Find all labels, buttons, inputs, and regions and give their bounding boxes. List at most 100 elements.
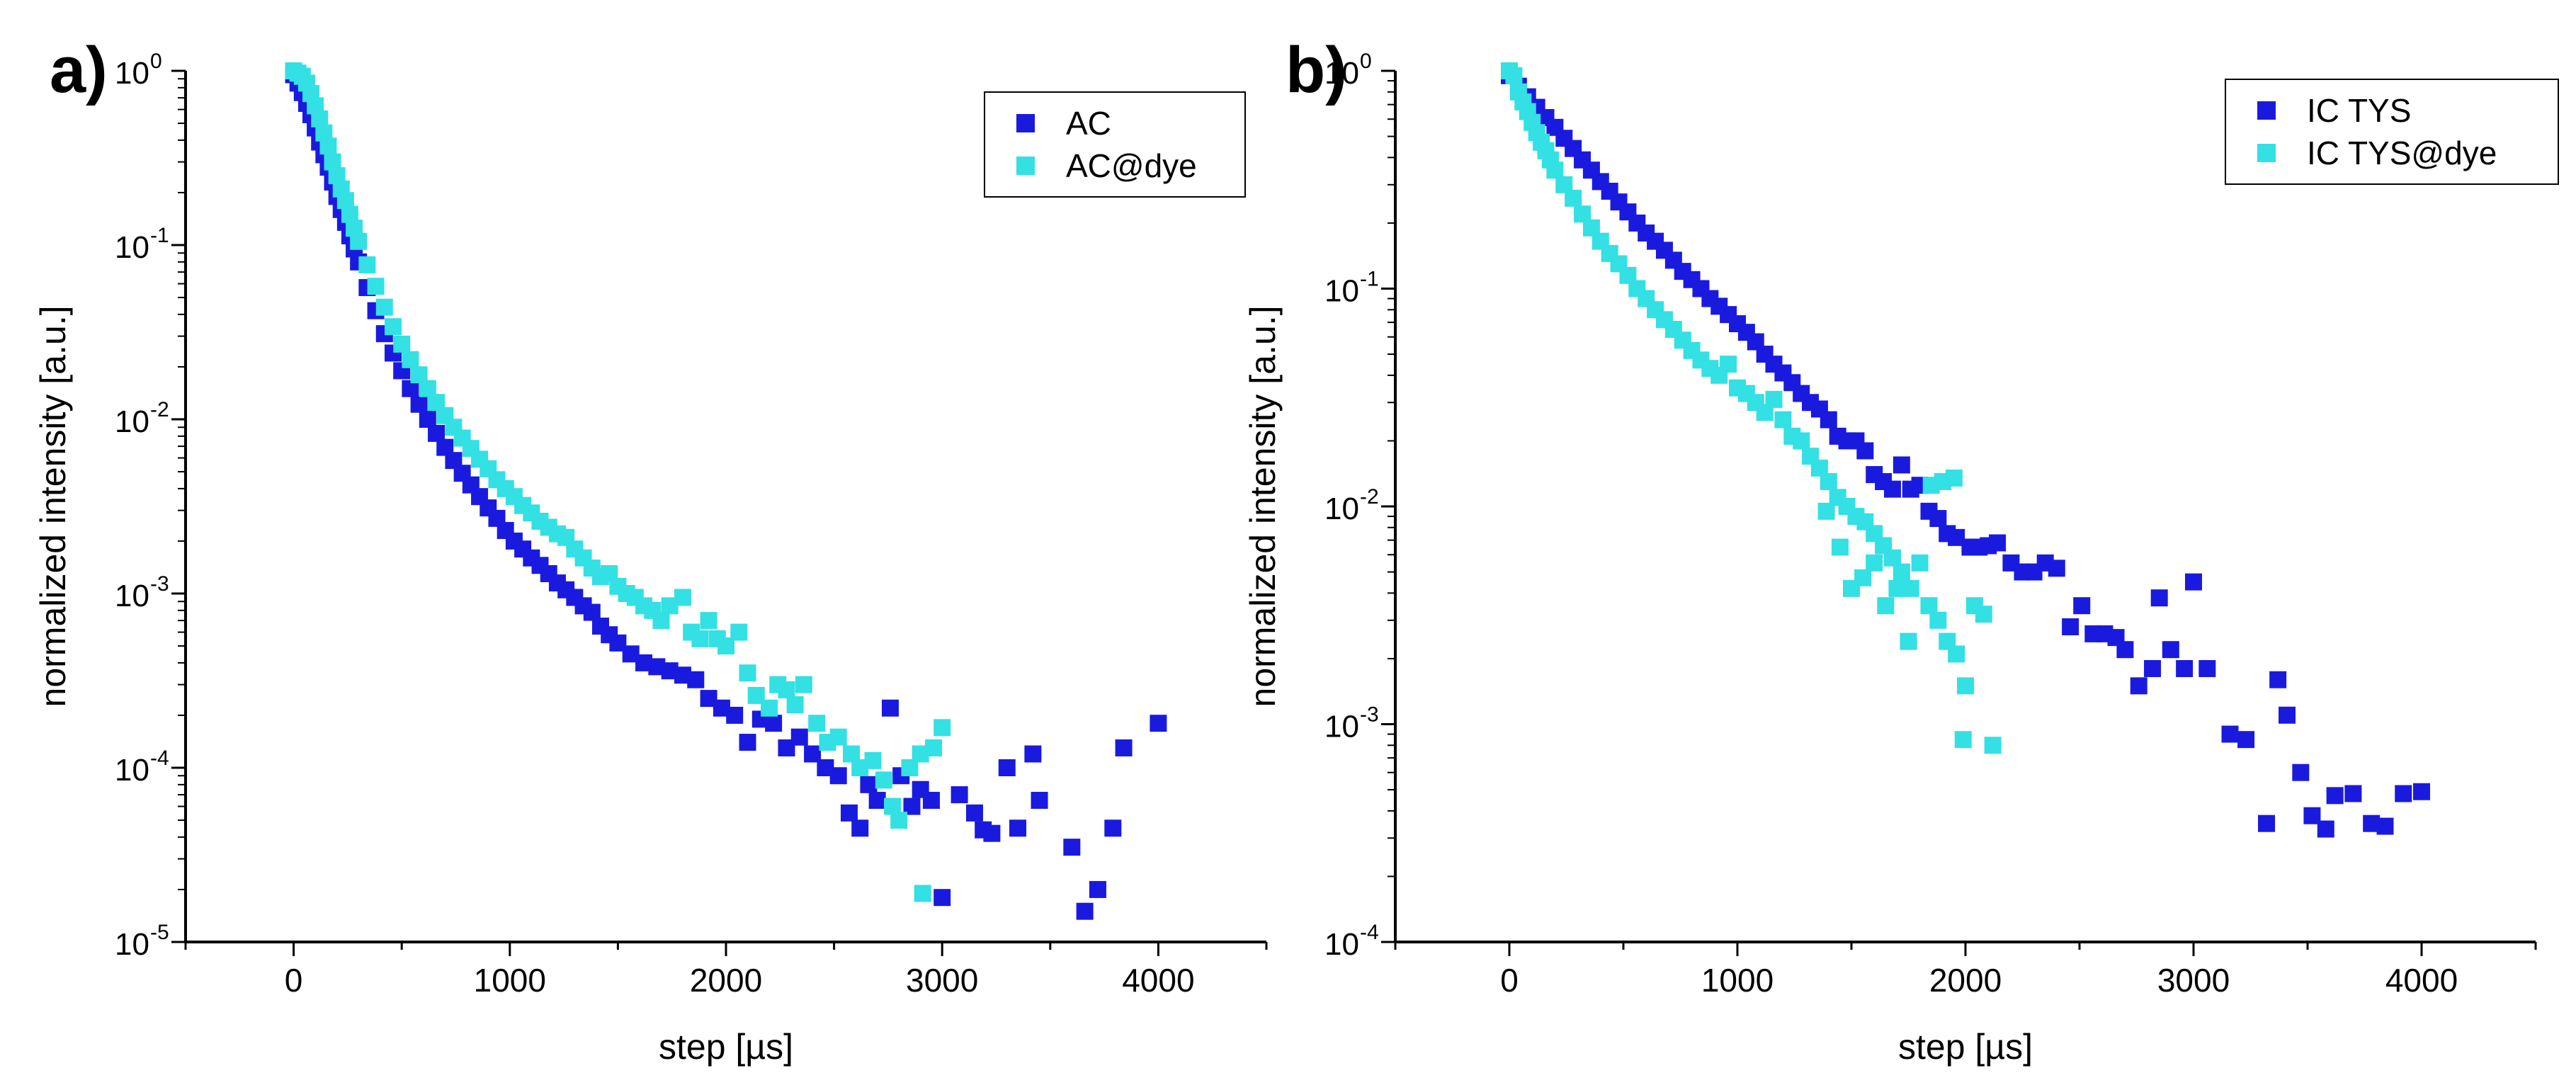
data-point [674,589,691,606]
data-point [319,137,337,155]
y-tick-label: 10 [115,753,149,788]
data-point [2279,706,2296,724]
y-tick-exponent: -4 [150,746,169,770]
data-point [765,715,783,732]
data-point [2116,641,2134,659]
data-point [1546,161,1564,179]
data-point [890,812,908,829]
data-point [914,885,931,902]
y-tick-label: 10 [115,404,149,439]
data-point [998,759,1016,776]
data-point [1089,880,1106,898]
data-point [1929,510,1947,528]
data-point [829,728,847,746]
data-point [1854,569,1872,586]
data-point [2130,677,2147,695]
legend-marker [1016,114,1035,132]
y-tick-label: 10 [115,230,149,265]
y-tick-label: 10 [115,927,149,962]
data-point [778,681,795,698]
x-tick-label: 1000 [474,962,546,999]
y-tick-exponent: -5 [150,921,169,944]
x-tick-label: 0 [1500,962,1519,999]
data-point [1720,356,1737,373]
y-tick-label: 10 [1324,710,1359,744]
data-point [881,699,899,717]
data-point [402,351,419,368]
data-point [790,728,808,746]
data-point [1765,390,1783,408]
legend-marker [2257,101,2276,120]
data-point [1883,480,1901,498]
data-point [2150,589,2168,607]
data-point [1911,554,1929,572]
y-tick-exponent: -4 [1360,921,1379,944]
data-point [868,792,886,810]
data-point [1948,645,1965,663]
data-point [367,278,385,295]
y-tick-exponent: -2 [1360,485,1379,509]
legend-label: AC [1066,105,1111,142]
x-tick-label: 4000 [1122,962,1194,999]
data-point [652,612,670,630]
x-tick-label: 4000 [2385,962,2458,999]
data-point [1888,579,1906,597]
data-point [1774,411,1792,428]
data-point [1945,469,1963,487]
y-tick-exponent: -1 [150,224,169,247]
data-point [1793,432,1810,450]
data-point [1856,442,1874,460]
data-point [1893,456,1910,474]
data-point [1076,902,1094,920]
y-tick-label: 10 [1324,274,1359,309]
data-point [1920,597,1938,615]
data-point [2144,660,2162,678]
data-point [983,824,1001,842]
data-point [864,751,882,769]
x-tick-label: 2000 [690,962,762,999]
x-tick-label: 2000 [1929,962,2002,999]
data-point [2292,763,2310,781]
data-point [934,719,951,737]
x-tick-label: 1000 [1701,962,1774,999]
data-point [965,804,983,822]
series-ic-tys [1501,67,2430,838]
series-ac-dye [285,62,951,902]
data-point [786,696,804,714]
data-point [951,786,968,804]
data-point [2269,671,2287,688]
data-point [1957,677,1974,695]
data-point [875,771,892,789]
data-point [410,395,428,413]
data-point [829,767,847,785]
data-point [2413,783,2430,800]
data-point [739,734,756,751]
data-point [1820,411,1837,428]
data-point [739,664,756,682]
data-point [1831,538,1849,556]
data-point [384,318,402,336]
data-point [393,335,411,353]
y-tick-exponent: 0 [1360,50,1372,73]
data-point [2258,814,2276,832]
data-point [1975,606,1992,623]
data-point [687,671,705,688]
legend-label: IC TYS@dye [2307,135,2497,171]
data-point [1900,632,1917,650]
x-axis-label: step [µs] [1898,1027,2033,1067]
y-tick-exponent: -1 [1360,268,1379,291]
data-point [2221,725,2239,743]
y-tick-exponent: 0 [150,50,162,73]
data-point [1115,739,1133,756]
data-point [350,232,368,250]
data-point [1893,563,1910,581]
data-point [358,256,376,273]
data-point [2198,660,2216,678]
data-point [2048,560,2065,577]
data-point [1024,745,1042,763]
data-point [1505,67,1523,84]
